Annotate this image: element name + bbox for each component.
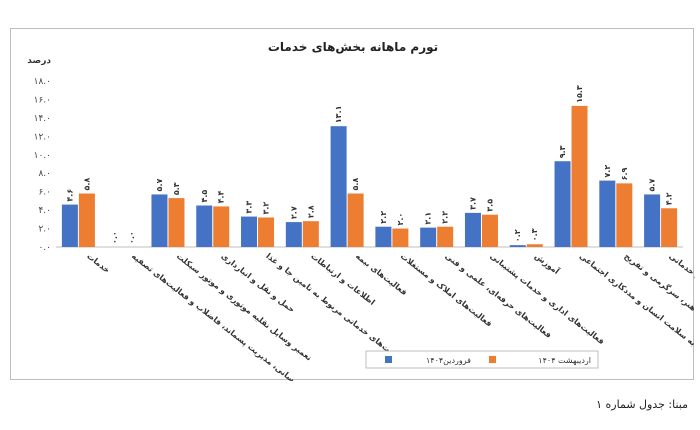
- y-axis-unit-label: درصد: [27, 56, 51, 66]
- bar-farvardin: [241, 216, 258, 247]
- category-label: فعالیت‌های املاک و مستغلات: [399, 251, 494, 328]
- bar-value-label: ۷.۲: [603, 165, 612, 178]
- bar-farvardin: [61, 204, 78, 247]
- bar-farvardin: [464, 212, 481, 247]
- bar-value-label: ۱۳.۱: [334, 106, 343, 124]
- bar-value-label: ۴.۵: [200, 190, 209, 203]
- legend-swatch: [385, 356, 392, 363]
- bar-ordibehesht: [437, 226, 454, 247]
- bar-value-label: ۹.۳: [558, 145, 567, 158]
- bar-value-label: ۰.۲: [513, 229, 522, 242]
- bar-farvardin: [420, 227, 437, 247]
- bar-value-label: ۱۵.۳: [575, 85, 584, 103]
- bar-value-label: ۴.۲: [665, 192, 674, 205]
- chart-svg: تورم ماهانه بخش‌های خدمات درصد ۰.۰ ۲.۰ ۴.۰…: [27, 40, 695, 381]
- y-tick-label: ۸.۰: [38, 169, 51, 179]
- bar-value-label: ۲.۸: [306, 205, 315, 218]
- bar-value-label: ۰.۳: [530, 228, 539, 241]
- y-tick-label: ۱۰.۰: [34, 151, 51, 161]
- y-tick-label: ۲.۰: [38, 225, 51, 235]
- bar-farvardin: [509, 245, 526, 247]
- legend: فروردین۱۴۰۴ اردیبهشت ۱۴۰۴: [365, 350, 599, 369]
- bar-ordibehesht: [571, 105, 588, 248]
- bar-farvardin: [330, 126, 347, 247]
- bar-farvardin: [375, 226, 392, 247]
- y-tick-label: ۱۲.۰: [34, 132, 51, 142]
- y-tick-label: ۱۴.۰: [34, 114, 51, 124]
- bars-group: [61, 105, 678, 248]
- bar-ordibehesht: [78, 193, 95, 247]
- y-tick-label: ۱۸.۰: [34, 77, 51, 87]
- bar-ordibehesht: [168, 198, 185, 247]
- bar-value-label: ۲.۱: [424, 212, 433, 225]
- bar-ordibehesht: [347, 193, 364, 247]
- legend-swatch: [489, 356, 496, 363]
- y-tick-label: ۰.۰: [38, 243, 51, 253]
- bar-ordibehesht: [661, 208, 678, 247]
- bar-labels-group: ۴.۶ ۵.۸ ۰.۰ ۰.۰ ۵.۷ ۵.۳ ۴.۵ ۴.۴ ۳.۳ ۳.۲ ۲.۷ ۲.۸ ۱۳.۱…: [65, 85, 673, 244]
- bar-value-label: ۵.۸: [351, 178, 360, 191]
- bar-value-label: ۳.۵: [485, 199, 494, 212]
- bar-value-label: ۴.۴: [217, 191, 226, 204]
- legend-label: اردیبهشت ۱۴۰۴: [538, 356, 591, 365]
- bar-value-label: ۲.۰: [396, 213, 405, 226]
- bar-value-label: ۲.۷: [289, 206, 298, 219]
- bar-value-label: ۵.۷: [155, 179, 164, 192]
- bar-value-label: ۲.۲: [441, 211, 450, 224]
- bar-ordibehesht: [258, 217, 275, 247]
- bar-farvardin: [196, 205, 213, 247]
- y-tick-label: ۴.۰: [38, 206, 51, 216]
- bar-ordibehesht: [481, 214, 498, 247]
- chart-frame: تورم ماهانه بخش‌های خدمات درصد ۰.۰ ۲.۰ ۴.۰…: [10, 28, 695, 381]
- bar-ordibehesht: [302, 221, 319, 247]
- bar-farvardin: [151, 194, 168, 247]
- bar-value-label: ۰.۰: [110, 231, 119, 244]
- bar-value-label: ۰.۰: [127, 231, 136, 244]
- bar-value-label: ۵.۳: [172, 182, 181, 195]
- y-tick-label: ۱۶.۰: [34, 95, 51, 105]
- chart-title: تورم ماهانه بخش‌های خدمات: [268, 40, 438, 55]
- bar-ordibehesht: [526, 244, 543, 247]
- bar-value-label: ۳.۲: [262, 202, 271, 215]
- bar-farvardin: [599, 180, 616, 247]
- bar-value-label: ۶.۹: [620, 167, 629, 180]
- category-label: خدمات: [85, 251, 112, 274]
- bar-value-label: ۳.۷: [468, 197, 477, 210]
- y-tick-label: ۶.۰: [38, 188, 51, 198]
- source-note: مبنا: جدول شماره ۱: [596, 398, 688, 411]
- bar-value-label: ۳.۳: [245, 201, 254, 214]
- bar-value-label: ۵.۷: [648, 179, 657, 192]
- bar-value-label: ۴.۶: [65, 189, 74, 202]
- legend-box: [365, 350, 599, 369]
- bar-value-label: ۲.۲: [379, 211, 388, 224]
- bar-value-label: ۵.۸: [82, 178, 91, 191]
- bar-ordibehesht: [616, 183, 633, 247]
- bar-farvardin: [554, 161, 571, 247]
- category-label: حمل و نقل و انبارداری: [220, 251, 297, 314]
- bar-farvardin: [644, 194, 661, 247]
- bar-ordibehesht: [213, 206, 230, 247]
- category-label: آموزش: [532, 251, 561, 277]
- bar-ordibehesht: [392, 228, 409, 247]
- bar-farvardin: [285, 222, 302, 247]
- legend-label: فروردین۱۴۰۴: [426, 356, 471, 365]
